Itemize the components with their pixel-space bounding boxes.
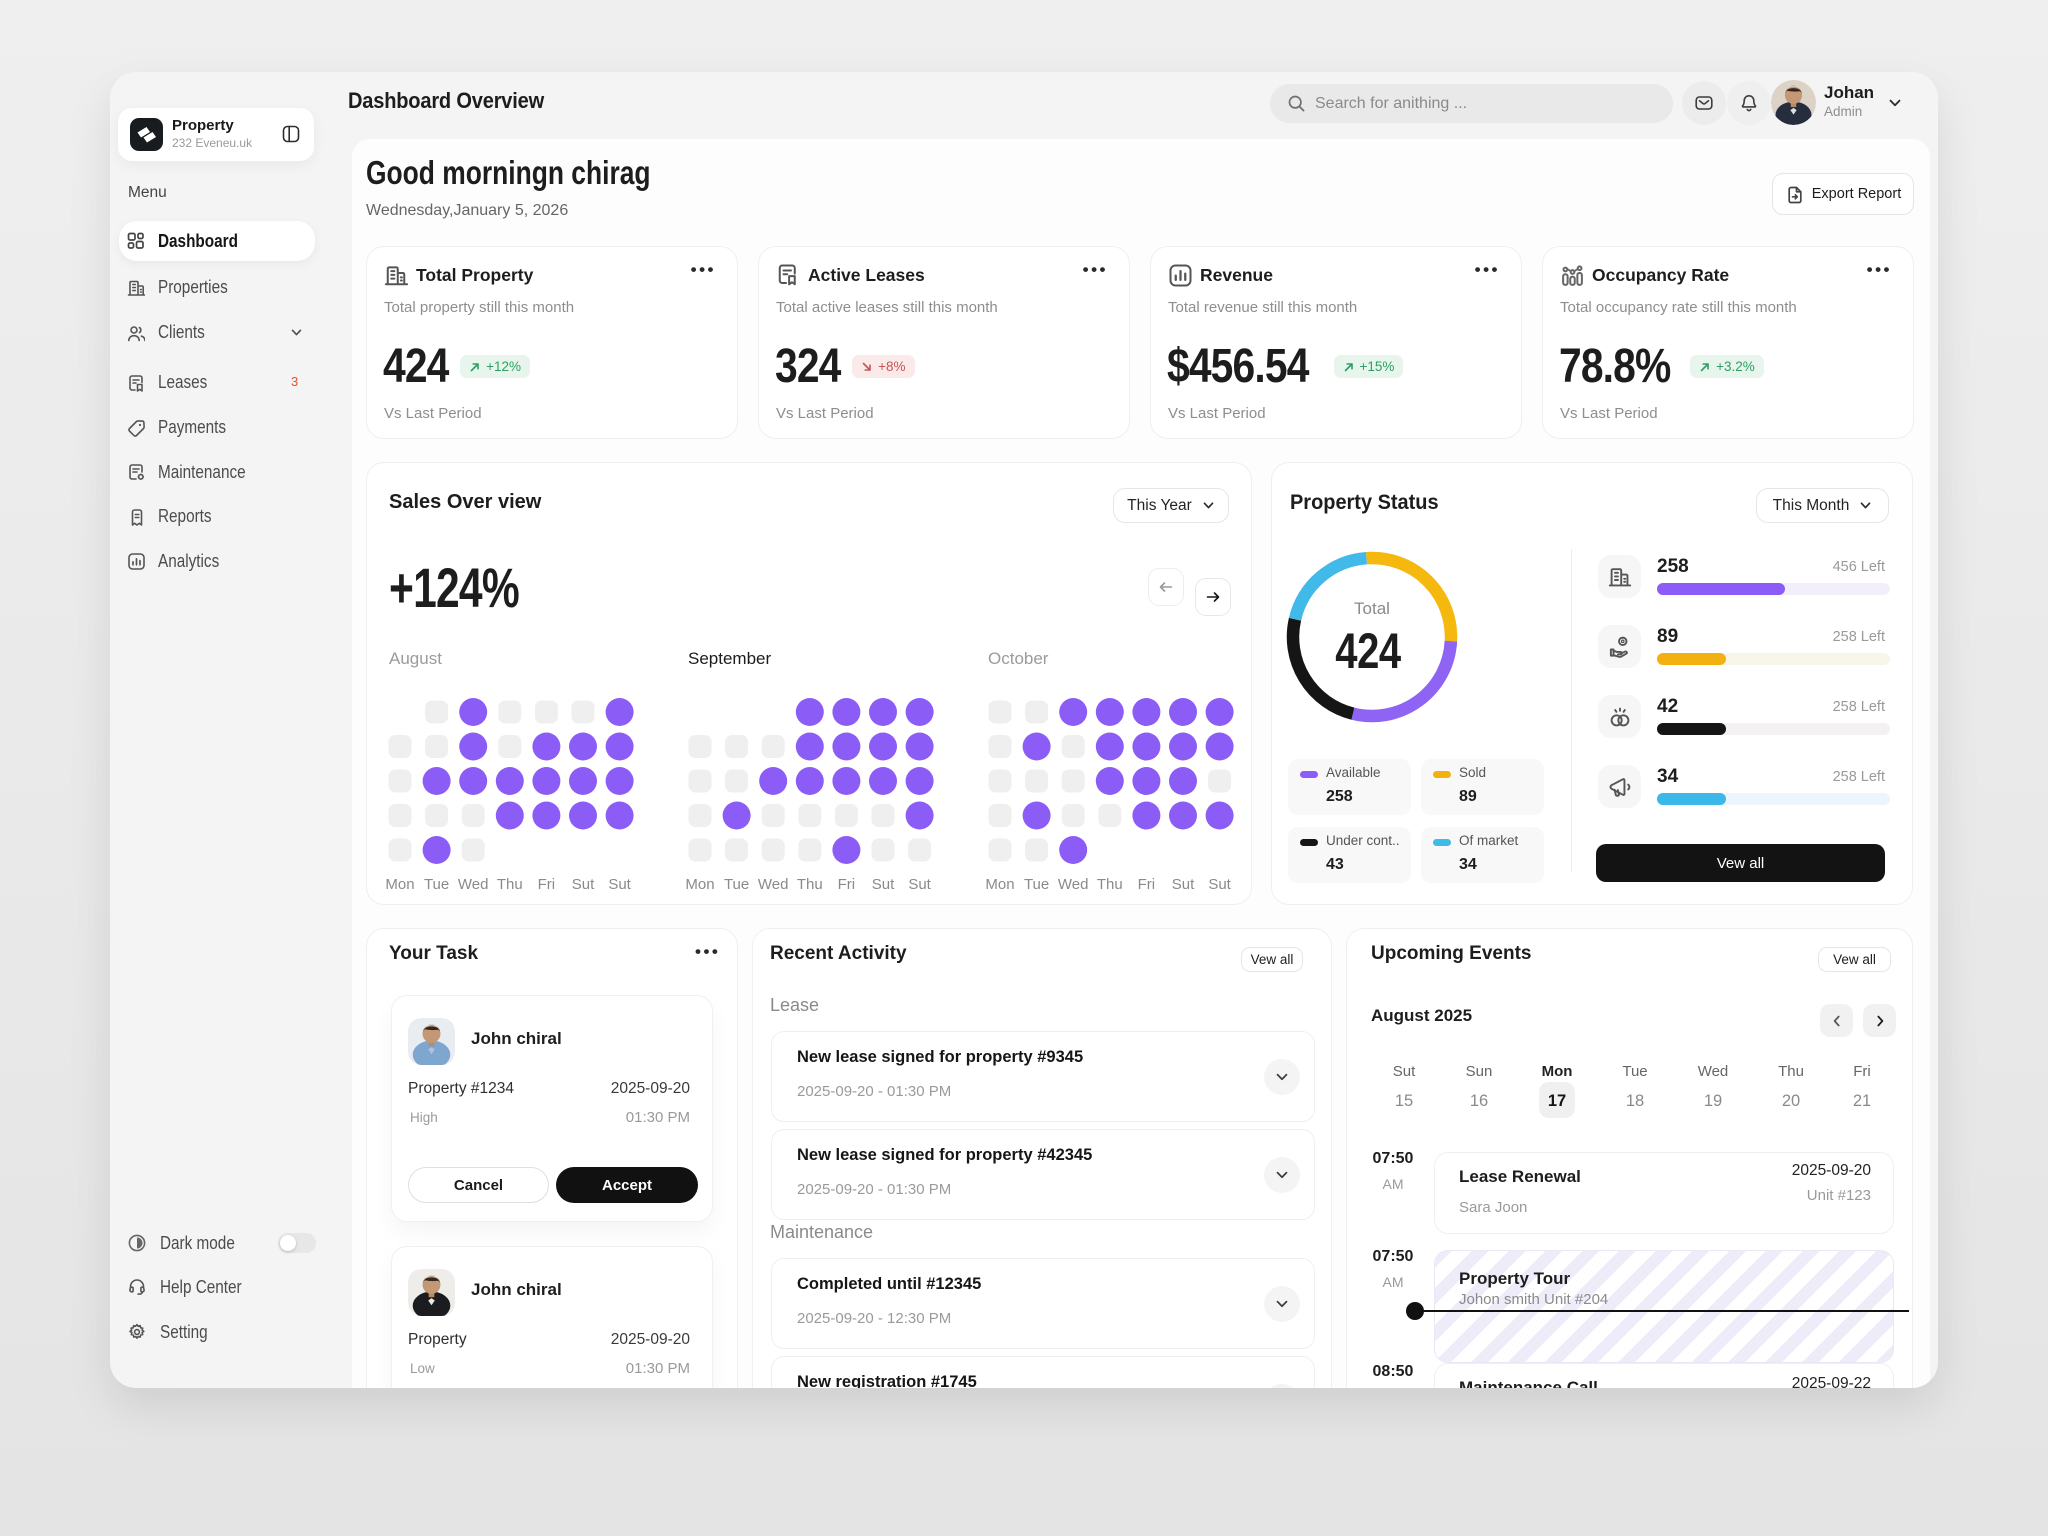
svg-text:Sut: Sut (572, 876, 595, 893)
svg-text:Tue: Tue (724, 876, 749, 893)
svg-text:Mon: Mon (685, 876, 714, 893)
svg-text:Mon: Mon (985, 876, 1014, 893)
svg-text:Fri: Fri (838, 876, 856, 893)
svg-text:Tue: Tue (1024, 876, 1049, 893)
svg-text:Sut: Sut (608, 876, 631, 893)
svg-text:Sut: Sut (908, 876, 931, 893)
svg-text:Thu: Thu (1097, 876, 1123, 893)
svg-text:Fri: Fri (538, 876, 556, 893)
svg-text:Wed: Wed (758, 876, 789, 893)
svg-text:Mon: Mon (385, 876, 414, 893)
svg-text:Fri: Fri (1138, 876, 1156, 893)
svg-text:Sut: Sut (1172, 876, 1195, 893)
svg-text:Wed: Wed (458, 876, 489, 893)
svg-text:Wed: Wed (1058, 876, 1089, 893)
svg-text:Thu: Thu (797, 876, 823, 893)
svg-text:Tue: Tue (424, 876, 449, 893)
svg-text:Thu: Thu (497, 876, 523, 893)
svg-text:Sut: Sut (1208, 876, 1231, 893)
svg-text:Sut: Sut (872, 876, 895, 893)
